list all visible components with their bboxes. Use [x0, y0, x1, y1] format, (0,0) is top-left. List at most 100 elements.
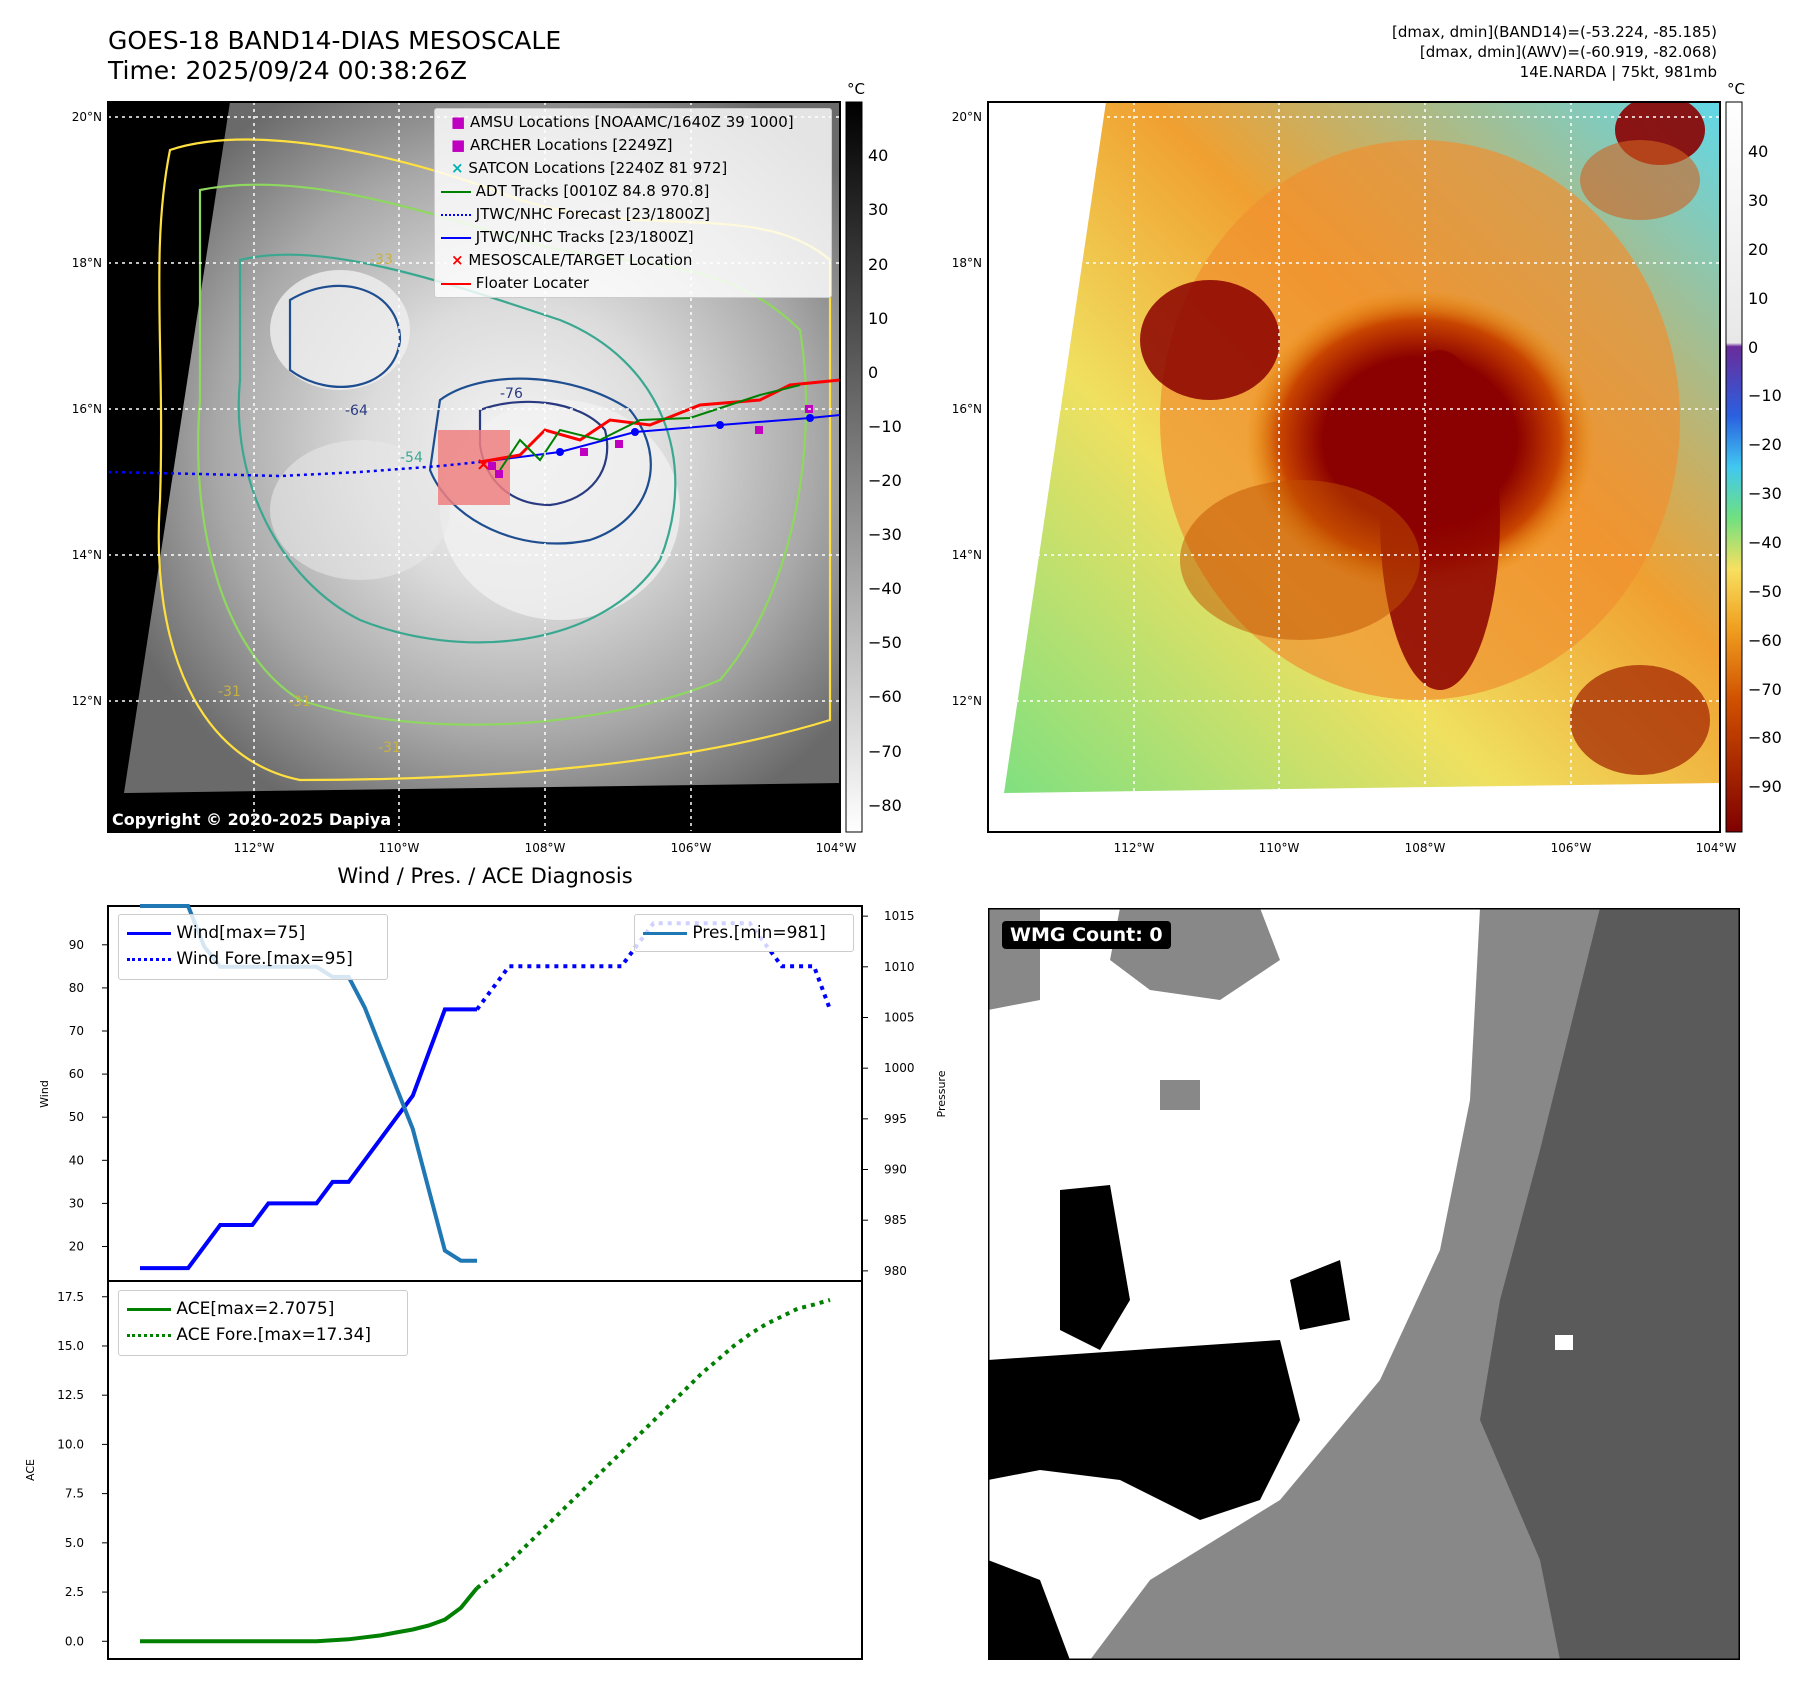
awv-tick: 0: [1748, 338, 1758, 357]
wind-tick-label: 90: [69, 938, 84, 952]
lat-label-16n: 16°N: [72, 402, 102, 416]
awv-tick: −50: [1748, 582, 1782, 601]
ace-tick-label: 17.5: [57, 1290, 84, 1304]
legend-ace-label: ACE[max=2.7075]: [176, 1299, 335, 1319]
awv-tick: 10: [1748, 289, 1768, 308]
awv-tick: −20: [1748, 435, 1782, 454]
contour-label-31c: -31: [378, 740, 401, 756]
lon-label-110w: 110°W: [379, 841, 420, 855]
ir-tick: −30: [868, 525, 902, 544]
ir-tick: −10: [868, 417, 902, 436]
ace-series-line-0: [140, 1586, 479, 1644]
ace-series-line-1: [475, 1297, 831, 1590]
legend-ace: ACE[max=2.7075]: [127, 1299, 334, 1319]
figure-title: GOES-18 BAND14-DIAS MESOSCALE Time: 2025/…: [108, 26, 561, 86]
dotted-line-icon: [127, 957, 171, 961]
mesoscale-target-marker: ×: [476, 454, 491, 475]
legend-adt: ADT Tracks [0010Z 84.8 970.8]: [441, 182, 709, 200]
awv-map-panel: 20°N 18°N 16°N 14°N 12°N 112°W 110°W 108…: [952, 80, 1782, 855]
line-icon: [441, 282, 471, 285]
lat-label-20n: 20°N: [72, 110, 102, 124]
awv-tick: −70: [1748, 680, 1782, 699]
legend-adt-label: ADT Tracks [0010Z 84.8 970.8]: [475, 182, 710, 200]
pressure-tick-label: 990: [884, 1163, 907, 1177]
line-icon: [127, 1307, 171, 1311]
dot-line-icon: [441, 236, 471, 239]
lon-label-104w: 104°W: [1696, 841, 1737, 855]
lat-label-18n: 18°N: [952, 256, 982, 270]
pressure-tick-label: 1010: [884, 960, 915, 974]
wmg-panel: [988, 908, 1740, 1660]
wind-tick-label: 20: [69, 1240, 84, 1254]
legend-pres: Pres.[min=981]: [643, 923, 826, 943]
lon-label-104w: 104°W: [816, 841, 857, 855]
lon-label-110w: 110°W: [1259, 841, 1300, 855]
wmg-count-badge: WMG Count: 0: [1002, 921, 1171, 949]
wind-axis-ticks: 20 30 40 50 60 70 80 90: [69, 938, 108, 1254]
legend-wind-fore-label: Wind Fore.[max=95]: [176, 949, 353, 969]
legend-wind-fore: Wind Fore.[max=95]: [127, 949, 353, 969]
pressure-legend: Pres.[min=981]: [634, 914, 854, 952]
pressure-axis-ticks: 980 985 990 995 1000 1005 1010 1015: [862, 909, 915, 1278]
legend-jtwc-tracks-label: JTWC/NHC Tracks [23/1800Z]: [475, 228, 694, 246]
lat-label-12n: 12°N: [952, 694, 982, 708]
contour-label-64: -64: [345, 403, 368, 419]
contour-label-54: -54: [400, 450, 423, 466]
wind-tick-label: 70: [69, 1024, 84, 1038]
legend-amsu: ■ AMSU Locations [NOAAMC/1640Z 39 1000]: [451, 113, 794, 131]
dotted-line-icon: [127, 1333, 171, 1337]
lon-label-112w: 112°W: [234, 841, 275, 855]
pressure-tick-label: 980: [884, 1264, 907, 1278]
stats-awv: [dmax, dmin](AWV)=(-60.919, -82.068): [1419, 43, 1717, 61]
pressure-tick-label: 995: [884, 1112, 907, 1126]
awv-tick: −90: [1748, 777, 1782, 796]
title-line-2: Time: 2025/09/24 00:38:26Z: [108, 56, 467, 85]
lat-label-14n: 14°N: [952, 548, 982, 562]
x-icon: ×: [451, 251, 464, 269]
contour-label-31b: -31: [288, 694, 311, 710]
wind-tick-label: 30: [69, 1196, 84, 1210]
ace-tick-label: 2.5: [65, 1585, 84, 1599]
awv-tick: 40: [1748, 142, 1768, 161]
legend-mesoscale-label: MESOSCALE/TARGET Location: [468, 251, 693, 269]
legend-jtwc-tracks: JTWC/NHC Tracks [23/1800Z]: [441, 228, 694, 246]
storm-info: 14E.NARDA | 75kt, 981mb: [1519, 63, 1717, 81]
awv-colorbar: [1725, 101, 1743, 833]
ir-tick: 0: [868, 363, 878, 382]
legend-satcon-label: SATCON Locations [2240Z 81 972]: [468, 159, 728, 177]
lon-label-106w: 106°W: [1551, 841, 1592, 855]
wind-tick-label: 60: [69, 1067, 84, 1081]
awv-tick: −60: [1748, 631, 1782, 650]
legend-ace-fore-label: ACE Fore.[max=17.34]: [176, 1325, 372, 1345]
legend-satcon: × SATCON Locations [2240Z 81 972]: [451, 159, 727, 177]
lon-label-108w: 108°W: [525, 841, 566, 855]
legend-floater-label: Floater Locater: [475, 274, 589, 292]
ir-tick: 40: [868, 146, 888, 165]
legend-jtwc-forecast: JTWC/NHC Forecast [23/1800Z]: [441, 205, 710, 223]
x-icon: ×: [451, 159, 464, 177]
ace-axis-label: ACE: [24, 1459, 37, 1481]
ace-tick-label: 15.0: [57, 1339, 84, 1353]
wind-axis-label: Wind: [38, 1080, 51, 1108]
pressure-axis-label: Pressure: [935, 1070, 948, 1117]
legend-wind: Wind[max=75]: [127, 923, 305, 943]
ir-colorbar-unit: °C: [847, 80, 865, 98]
dotted-line-icon: [441, 213, 471, 216]
ir-tick: 30: [868, 200, 888, 219]
ir-tick: −60: [868, 687, 902, 706]
pressure-tick-label: 1000: [884, 1061, 915, 1075]
map-legend: ■ AMSU Locations [NOAAMC/1640Z 39 1000] …: [434, 108, 832, 298]
contour-label-31a: -31: [218, 684, 241, 700]
contour-label-76: -76: [500, 386, 523, 402]
pressure-tick-label: 1005: [884, 1010, 915, 1024]
ace-tick-label: 7.5: [65, 1487, 84, 1501]
series-line-0: [140, 1007, 477, 1271]
pressure-tick-label: 1015: [884, 909, 915, 923]
legend-amsu-label: AMSU Locations [NOAAMC/1640Z 39 1000]: [469, 113, 794, 131]
legend-ace-fore: ACE Fore.[max=17.34]: [127, 1325, 371, 1345]
awv-tick: −10: [1748, 386, 1782, 405]
legend-wind-label: Wind[max=75]: [176, 923, 306, 943]
stats-block: [dmax, dmin](BAND14)=(-53.224, -85.185) […: [1392, 22, 1717, 82]
ace-tick-label: 12.5: [57, 1388, 84, 1402]
lat-label-20n: 20°N: [952, 110, 982, 124]
